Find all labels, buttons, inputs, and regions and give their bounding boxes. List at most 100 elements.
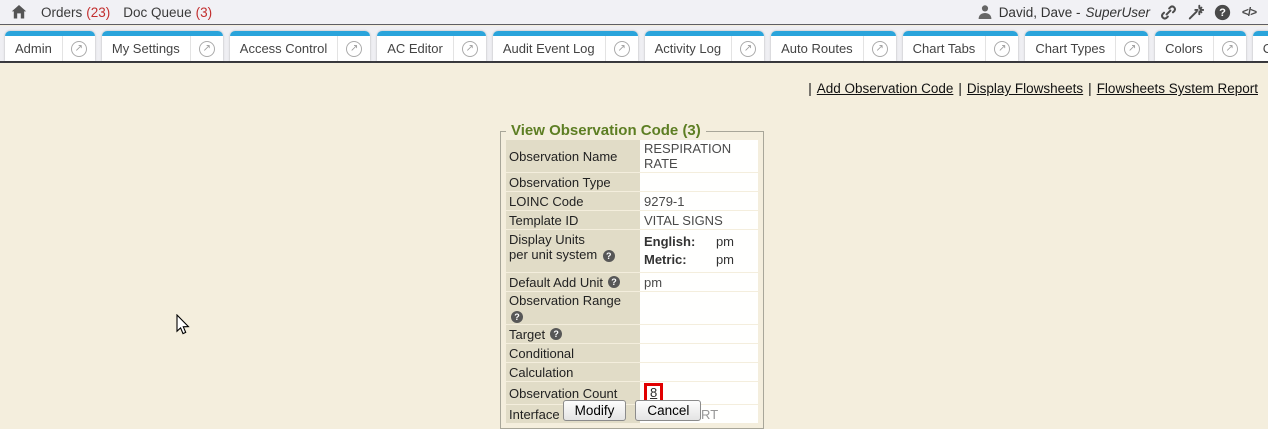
open-in-new-icon[interactable] [604, 31, 638, 61]
row-calculation: Calculation [506, 363, 758, 381]
row-target: Target [506, 325, 758, 343]
mouse-cursor [176, 313, 190, 340]
field-label: Display Units per unit system [506, 230, 640, 272]
conditional-value [640, 344, 758, 362]
metric-value: pm [715, 252, 734, 267]
tab-label: Audit Event Log [502, 41, 595, 56]
wand-icon[interactable] [1186, 3, 1204, 21]
tab-label: CPT Codes [1262, 41, 1268, 56]
observation-name-value: RESPIRATION RATE [640, 140, 758, 172]
user-menu[interactable]: David, Dave - SuperUser [976, 3, 1150, 21]
user-icon [976, 3, 994, 21]
calculation-value [640, 363, 758, 381]
row-template-id: Template ID VITAL SIGNS [506, 211, 758, 229]
tab-chart-tabs[interactable]: Chart Tabs [902, 31, 1019, 61]
open-in-new-icon[interactable] [189, 31, 223, 61]
open-in-new-icon[interactable] [452, 31, 486, 61]
field-label: Calculation [506, 363, 640, 381]
add-observation-code-link[interactable]: Add Observation Code [816, 81, 954, 96]
row-observation-range: Observation Range [506, 292, 758, 324]
row-observation-name: Observation Name RESPIRATION RATE [506, 140, 758, 172]
field-label: Default Add Unit [506, 273, 640, 291]
display-units-label-line2: per unit system [509, 247, 598, 262]
row-loinc-code: LOINC Code 9279-1 [506, 192, 758, 210]
tab-label: Auto Routes [781, 41, 853, 56]
tab-label: AC Editor [387, 41, 443, 56]
tab-chart-types[interactable]: Chart Types [1025, 31, 1149, 61]
tab-my-settings[interactable]: My Settings [101, 31, 223, 61]
tab-ac-editor[interactable]: AC Editor [377, 31, 486, 61]
loinc-code-value: 9279-1 [640, 192, 758, 210]
observation-count-link[interactable]: 8 [650, 385, 658, 400]
separator: | [958, 81, 962, 96]
english-label: English: [644, 234, 696, 249]
field-label: Observation Type [506, 173, 640, 191]
observation-range-value [640, 292, 758, 324]
tab-cpt-codes[interactable]: CPT Codes [1252, 31, 1268, 61]
user-role: SuperUser [1085, 4, 1150, 20]
tab-colors[interactable]: Colors [1155, 31, 1246, 61]
doc-queue-count: (3) [195, 4, 213, 20]
modify-button[interactable]: Modify [562, 400, 627, 421]
field-label: Target [506, 325, 640, 343]
field-label: Conditional [506, 344, 640, 362]
view-observation-code-form: View Observation Code (3) Observation Na… [500, 122, 764, 429]
tab-auto-routes[interactable]: Auto Routes [771, 31, 896, 61]
help-icon[interactable] [607, 276, 620, 288]
field-label: Observation Name [506, 140, 640, 172]
orders-link[interactable]: Orders (23) [41, 5, 110, 20]
tab-access-control[interactable]: Access Control [229, 31, 371, 61]
open-in-new-icon[interactable] [731, 31, 764, 61]
form-buttons: Modify Cancel [500, 400, 764, 421]
template-id-value: VITAL SIGNS [640, 211, 758, 229]
row-observation-count: Observation Count 8 [506, 382, 758, 404]
open-in-new-icon[interactable] [1115, 31, 1148, 61]
open-in-new-icon[interactable] [1212, 31, 1246, 61]
code-icon[interactable] [1240, 3, 1258, 21]
form-title: View Observation Code (3) [506, 122, 706, 139]
field-label: LOINC Code [506, 192, 640, 210]
cancel-button[interactable]: Cancel [635, 400, 702, 421]
help-icon[interactable] [550, 328, 563, 340]
observation-range-label: Observation Range [509, 293, 622, 308]
tab-audit-event-log[interactable]: Audit Event Log [492, 31, 638, 61]
separator: | [808, 81, 812, 96]
open-in-new-icon[interactable] [61, 31, 95, 61]
flowsheets-system-report-link[interactable]: Flowsheets System Report [1096, 81, 1258, 96]
svg-text:?: ? [1219, 7, 1226, 19]
link-icon[interactable] [1159, 3, 1177, 21]
tab-label: Colors [1165, 41, 1203, 56]
row-display-units: Display Units per unit system English: p… [506, 230, 758, 272]
display-units-value: English: pm Metric: pm [640, 230, 758, 272]
display-flowsheets-link[interactable]: Display Flowsheets [966, 81, 1084, 96]
doc-queue-link[interactable]: Doc Queue (3) [123, 5, 212, 20]
admin-tab-bar: Admin My Settings Access Control AC Edit… [0, 26, 1268, 63]
row-conditional: Conditional [506, 344, 758, 362]
field-label: Observation Count [506, 382, 640, 404]
default-add-unit-value: pm [640, 273, 758, 291]
row-observation-type: Observation Type [506, 173, 758, 191]
open-in-new-icon[interactable] [337, 31, 370, 61]
tab-admin[interactable]: Admin [5, 31, 95, 61]
user-name: David, Dave - [998, 4, 1081, 20]
help-icon[interactable] [511, 311, 523, 323]
metric-label: Metric: [644, 252, 687, 267]
english-unit-line: English: pm [644, 233, 754, 251]
observation-type-value [640, 173, 758, 191]
tab-label: Chart Tabs [912, 41, 976, 56]
open-in-new-icon[interactable] [985, 31, 1018, 61]
tab-label: Chart Types [1035, 41, 1106, 56]
help-icon[interactable]: ? [1213, 3, 1231, 21]
help-icon[interactable] [602, 249, 615, 262]
target-value [640, 325, 758, 343]
home-icon[interactable] [10, 3, 28, 21]
english-value: pm [715, 234, 734, 249]
tab-label: Admin [15, 41, 52, 56]
target-label: Target [509, 326, 546, 342]
default-add-unit-label: Default Add Unit [509, 274, 603, 290]
top-bar: Orders (23) Doc Queue (3) David, Dave - … [0, 0, 1268, 25]
doc-queue-label: Doc Queue [123, 4, 192, 20]
tab-label: My Settings [111, 41, 180, 56]
tab-activity-log[interactable]: Activity Log [644, 31, 765, 61]
open-in-new-icon[interactable] [862, 31, 896, 61]
